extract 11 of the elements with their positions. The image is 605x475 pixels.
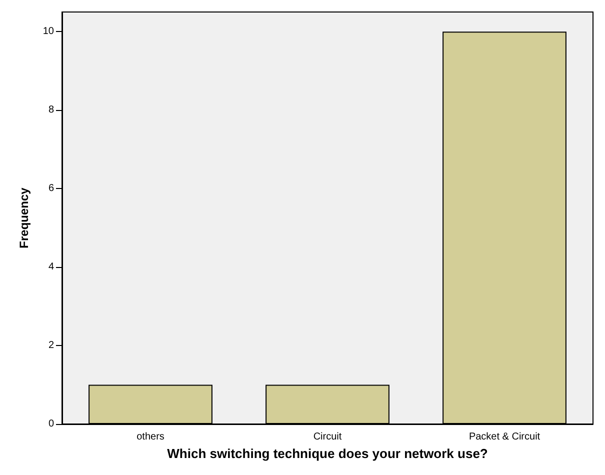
x-axis-title: Which switching technique does your network use?	[167, 446, 488, 461]
x-tick-label: Circuit	[313, 432, 342, 442]
y-tick-label: 6	[48, 183, 54, 194]
y-tick-label: 10	[42, 26, 54, 38]
y-tick-label: 2	[48, 340, 54, 352]
y-axis-title: Frequency	[17, 187, 31, 248]
x-tick-label: Packet & Circuit	[468, 432, 540, 442]
y-tick-label: 0	[48, 418, 54, 430]
x-tick-label: others	[136, 432, 164, 442]
y-tick-label: 4	[48, 262, 54, 273]
y-tick-label: 8	[48, 104, 54, 116]
